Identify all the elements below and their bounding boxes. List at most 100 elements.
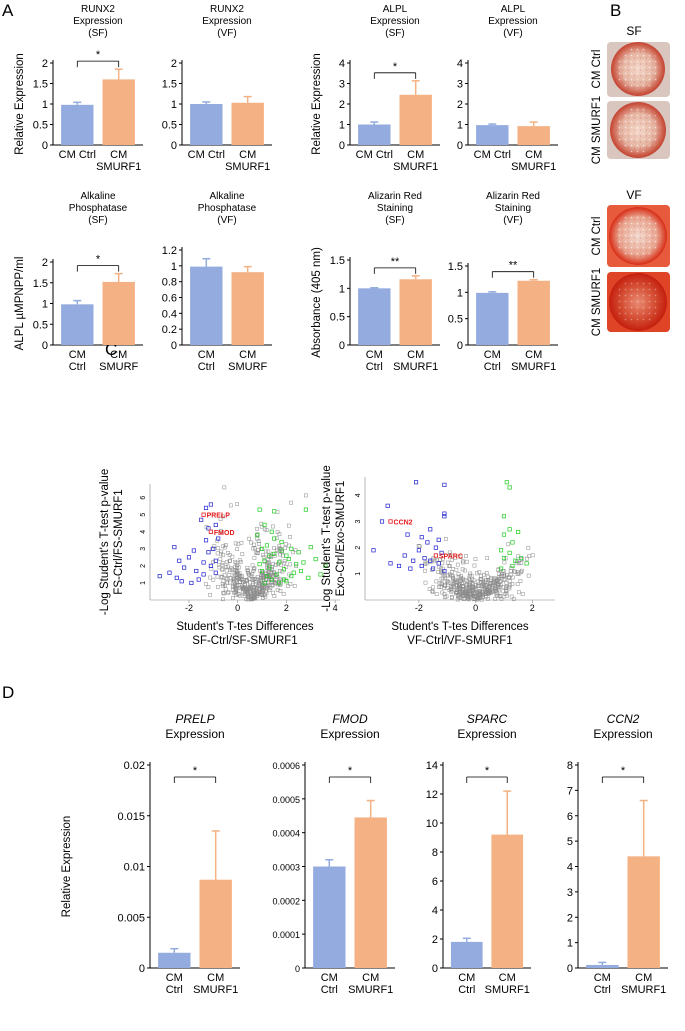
background-point [434,592,439,597]
y-tick-label: 3 [339,79,345,91]
background-point [488,590,493,594]
background-point [471,596,476,601]
background-point [449,589,454,594]
background-point [266,549,271,554]
background-point [282,559,287,564]
y-axis-label: -Log Student's T-test p-value [99,469,111,615]
point-upregulated-smurf1 [306,575,311,580]
y-tick-label: 4 [140,530,147,534]
point-upregulated-smurf1 [272,551,277,556]
background-point [278,569,282,573]
chart-title-line: Expression [457,727,516,741]
background-point [459,590,464,595]
background-point [464,578,469,583]
background-point [503,577,507,582]
background-point [473,557,478,561]
point-upregulated-smurf1 [264,543,269,548]
background-point [279,562,284,567]
background-point [225,581,230,585]
point-upregulated-ctrl [157,574,162,579]
bar-cm-smurf1 [627,856,660,968]
background-point [275,510,280,514]
labeled-point [388,519,393,524]
background-point [447,550,452,555]
point-upregulated-ctrl [419,535,424,540]
background-point [478,596,483,600]
background-point [236,571,240,576]
y-tick-label: 1.2 [162,245,177,257]
background-point [278,552,282,557]
background-point [423,580,428,585]
point-upregulated-ctrl [208,502,213,507]
point-upregulated-smurf1 [313,557,318,562]
point-upregulated-ctrl [436,537,441,542]
y-tick-label: 6 [567,811,573,823]
point-upregulated-ctrl [191,548,196,553]
background-point [508,569,513,573]
background-point [472,594,477,598]
background-point [476,584,480,588]
point-upregulated-smurf1 [507,527,512,532]
point-upregulated-ctrl [182,565,187,570]
background-point [233,565,238,569]
x-category-label: Ctrl [458,984,475,996]
background-point [451,567,456,571]
point-upregulated-smurf1 [303,507,308,512]
panel-b-letter: B [610,1,621,20]
background-point [424,561,429,566]
y-tick-label: 0.5 [448,314,463,326]
y-axis-label: FS-Ctrl/FS-SMURF1 [113,489,125,594]
x-category-label: CM [366,349,383,361]
background-point [225,560,230,564]
background-point [219,529,223,533]
background-point [442,583,447,587]
background-point [274,536,279,541]
background-point [304,493,308,498]
point-upregulated-smurf1 [289,574,294,579]
background-point [479,579,484,584]
background-point [221,553,226,557]
y-tick-label: 0 [42,140,48,152]
background-point [283,542,288,546]
background-point [262,527,267,532]
background-point [248,585,252,590]
point-upregulated-ctrl [388,561,393,566]
background-point [463,589,468,594]
background-point [431,556,436,561]
x-category-label: SMURF1 [193,984,238,996]
background-point [223,587,228,592]
point-upregulated-ctrl [208,563,213,568]
background-point [288,582,293,586]
background-point [261,553,265,558]
point-upregulated-ctrl [408,566,413,571]
background-point [252,577,257,582]
background-point [246,597,251,602]
background-point [234,588,238,592]
y-axis-label: ALPL µMPNPP/ml [14,257,26,351]
x-category-label: SMURF [228,361,267,373]
background-point [220,597,225,602]
y-axis-label: Absorbance (405 nm) [311,247,323,358]
y-tick-label: 0 [42,340,48,352]
background-point [260,595,265,600]
background-point [252,555,257,560]
point-upregulated-ctrl [379,519,385,524]
background-point [218,557,223,561]
background-point [468,594,473,599]
background-point [519,568,524,573]
background-point [286,523,291,528]
labeled-point-name: FMOD [214,530,235,537]
significance-marker: ** [391,256,400,268]
x-category-label: CM [635,972,652,984]
background-point [273,563,278,567]
y-tick-label: 8 [567,760,573,772]
point-upregulated-smurf1 [267,553,272,558]
background-point [437,581,442,586]
y-tick-label: 1 [42,299,48,311]
x-category-label: CM Ctrl [188,149,225,161]
point-upregulated-smurf1 [260,568,265,574]
bar-cm-ctrl [61,304,94,345]
chart-title-line: SPARC [467,712,508,726]
